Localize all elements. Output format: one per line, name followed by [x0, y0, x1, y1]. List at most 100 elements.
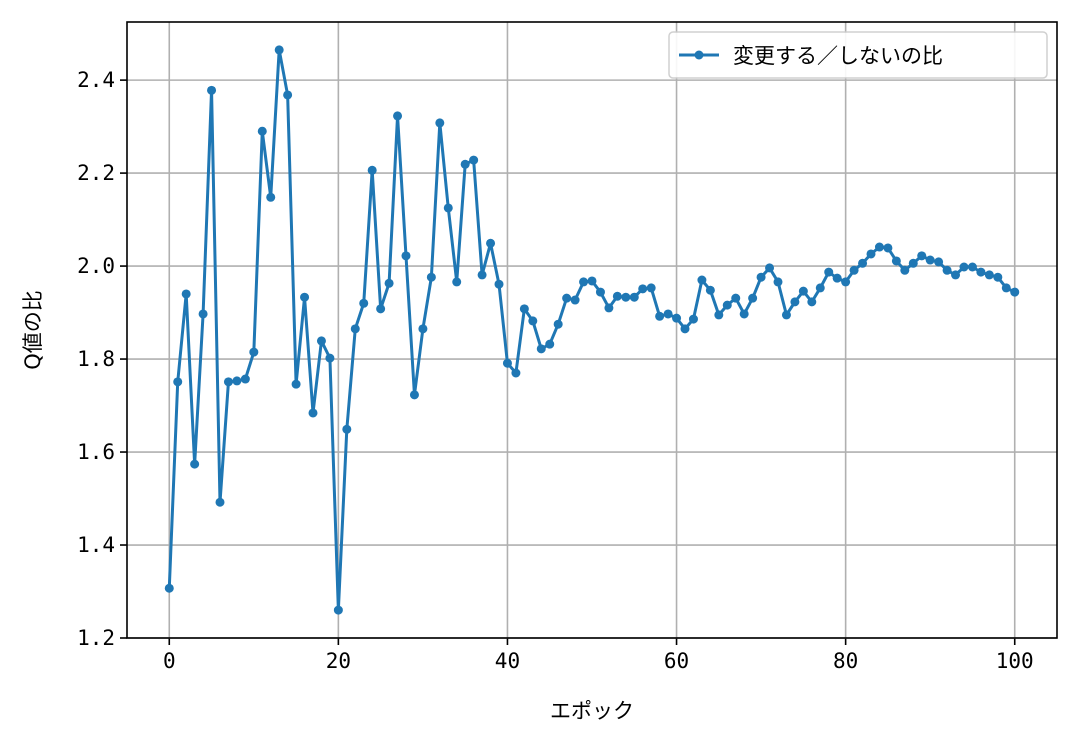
- y-tick-label: 1.6: [77, 440, 115, 464]
- data-point: [925, 255, 935, 265]
- data-point: [384, 278, 394, 288]
- data-point: [849, 265, 859, 275]
- y-tick-label: 1.8: [77, 347, 115, 371]
- data-point: [562, 293, 572, 303]
- data-point: [300, 292, 310, 302]
- data-point: [494, 279, 504, 289]
- legend-marker: [694, 50, 704, 60]
- data-point: [959, 262, 969, 272]
- data-point: [934, 257, 944, 267]
- data-point: [291, 379, 301, 389]
- data-point: [359, 298, 369, 308]
- data-point: [798, 286, 808, 296]
- data-point: [528, 316, 538, 326]
- data-point: [308, 408, 318, 418]
- data-point: [249, 347, 259, 357]
- data-point: [266, 192, 276, 202]
- data-point: [672, 313, 682, 323]
- data-point: [756, 272, 766, 282]
- data-point: [207, 85, 217, 95]
- data-point: [1001, 283, 1011, 293]
- data-point: [418, 324, 428, 334]
- data-point: [790, 297, 800, 307]
- data-point: [486, 238, 496, 248]
- data-point: [519, 304, 529, 314]
- y-tick-label: 2.2: [77, 161, 115, 185]
- data-point: [460, 159, 470, 169]
- legend-box: [668, 31, 1048, 79]
- data-point: [350, 324, 360, 334]
- data-point: [452, 277, 462, 287]
- data-point: [908, 258, 918, 268]
- data-point: [765, 263, 775, 273]
- data-point: [976, 267, 986, 277]
- data-point: [697, 275, 707, 285]
- data-point: [240, 374, 250, 384]
- data-point: [215, 497, 225, 507]
- data-point: [900, 265, 910, 275]
- data-point: [401, 251, 411, 261]
- x-tick-label: 100: [996, 649, 1034, 673]
- data-point: [173, 377, 183, 387]
- data-point: [883, 243, 893, 253]
- legend: 変更する／しないの比: [668, 31, 1048, 79]
- data-point: [435, 118, 445, 128]
- data-point: [443, 203, 453, 213]
- data-point: [367, 165, 377, 175]
- data-point: [646, 283, 656, 293]
- data-point: [731, 293, 741, 303]
- data-point: [570, 295, 580, 305]
- x-tick-label: 60: [664, 649, 689, 673]
- data-point: [604, 303, 614, 313]
- x-axis-label: エポック: [550, 699, 634, 723]
- data-point: [502, 358, 512, 368]
- data-point: [198, 309, 208, 319]
- data-point: [993, 272, 1003, 282]
- data-point: [629, 292, 639, 302]
- data-point: [807, 297, 817, 307]
- data-point: [536, 344, 546, 354]
- data-point: [409, 390, 419, 400]
- plot-frame: [126, 21, 1058, 639]
- data-point: [376, 304, 386, 314]
- y-tick-label: 2.0: [77, 254, 115, 278]
- data-point: [469, 155, 479, 165]
- data-point: [621, 292, 631, 302]
- data-point: [748, 293, 758, 303]
- legend-label: 変更する／しないの比: [733, 44, 943, 68]
- data-point: [942, 265, 952, 275]
- data-point: [773, 277, 783, 287]
- x-tick-label: 0: [163, 649, 176, 673]
- data-point: [815, 283, 825, 293]
- data-point: [545, 339, 555, 349]
- data-point: [333, 605, 343, 615]
- data-point: [274, 45, 284, 55]
- data-point: [1010, 287, 1020, 297]
- data-point: [283, 90, 293, 100]
- data-point: [866, 249, 876, 259]
- data-point: [841, 277, 851, 287]
- x-tick-label: 40: [495, 649, 520, 673]
- data-point: [967, 262, 977, 272]
- data-point: [951, 270, 961, 280]
- data-point: [781, 310, 791, 320]
- data-point: [688, 314, 698, 324]
- data-point: [858, 258, 868, 268]
- data-point: [325, 353, 335, 363]
- data-point: [663, 309, 673, 319]
- data-point: [655, 311, 665, 321]
- data-point: [579, 277, 589, 287]
- data-point: [164, 583, 174, 593]
- data-point: [739, 309, 749, 319]
- data-point: [553, 319, 563, 329]
- data-point: [393, 111, 403, 121]
- data-point: [638, 284, 648, 294]
- data-point: [917, 251, 927, 261]
- data-point: [891, 256, 901, 266]
- data-point: [426, 272, 436, 282]
- data-point: [832, 273, 842, 283]
- y-axis-label: Q値の比: [21, 290, 45, 370]
- data-point: [587, 276, 597, 286]
- x-tick-label: 20: [326, 649, 351, 673]
